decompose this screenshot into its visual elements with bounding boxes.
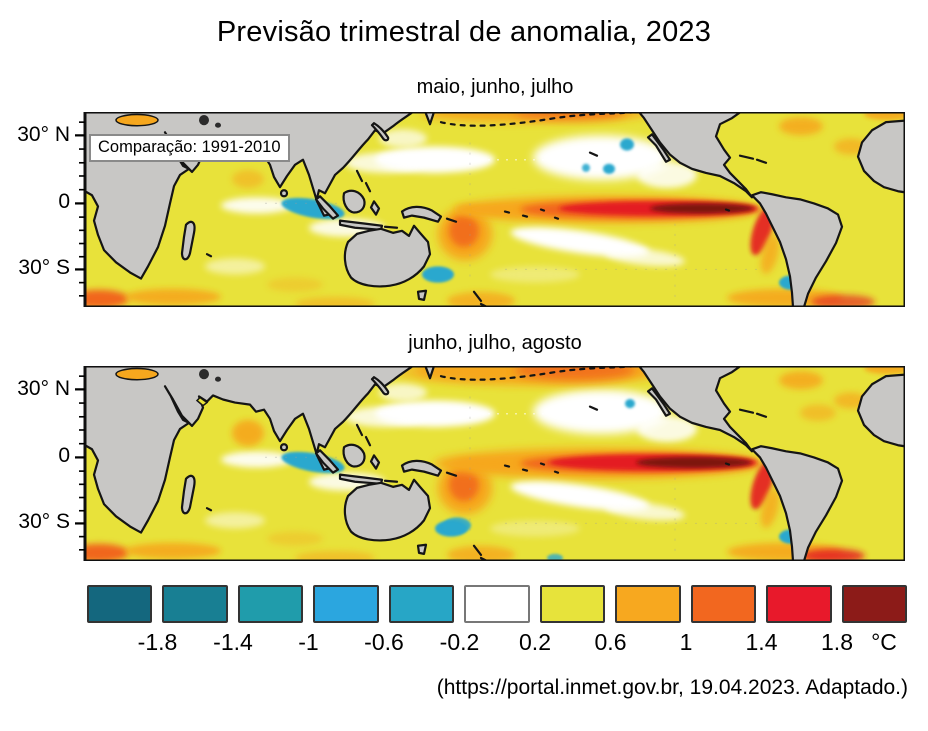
- legend-boundary-label: -1.4: [213, 629, 253, 655]
- panel-title-jja: junho, julho, agosto: [408, 332, 582, 354]
- legend-swatch: [388, 585, 455, 623]
- lat-tick-label: 30° N: [17, 377, 70, 400]
- map-panel-jja: 30° N 0 30° S: [0, 364, 928, 566]
- legend-swatch: [162, 585, 228, 623]
- legend-boundary-label: 0.6: [594, 629, 627, 655]
- panel-title-mjj: maio, junho, julho: [416, 76, 574, 98]
- legend-boundary-label: -1: [298, 629, 319, 655]
- legend-swatch: [615, 585, 681, 623]
- legend-boundary-label: 1.4: [745, 629, 778, 655]
- lat-tick-label: 0: [58, 444, 70, 467]
- legend-swatches: [87, 585, 907, 623]
- legend-swatch: [539, 585, 606, 623]
- legend-swatch: [237, 585, 304, 623]
- legend-swatch: [313, 585, 379, 623]
- world-map-jja: [73, 364, 907, 563]
- lat-tick-label: 30° S: [18, 510, 70, 533]
- legend-labels: °C -1.8 -1.4 -1 -0.6 -0.2 0.2 0.6 1 1.4 1.8: [87, 629, 927, 659]
- source-note: (https://portal.inmet.gov.br, 19.04.2023…: [436, 676, 908, 699]
- legend-boundary-label: -1.8: [137, 629, 178, 655]
- legend-boundary-label: -0.6: [364, 629, 404, 655]
- legend-boundary-label: 0.2: [519, 629, 551, 655]
- legend-swatch: [690, 585, 757, 623]
- comparison-note: Comparação: 1991-2010: [89, 134, 290, 162]
- lat-tick-label: 30° N: [17, 123, 70, 146]
- figure-title: Previsão trimestral de anomalia, 2023: [216, 16, 712, 48]
- legend-boundary-label: 1: [679, 629, 693, 655]
- legend-boundary-label: 1.8: [821, 629, 853, 655]
- lat-tick-label: 30° S: [18, 256, 70, 279]
- legend-swatch: [766, 585, 832, 623]
- legend-unit-label: °C: [871, 629, 897, 655]
- legend-boundary-label: -0.2: [439, 629, 480, 655]
- legend-swatch: [87, 585, 153, 623]
- map-panel-mjj: Comparação: 1991-2010 30° N 0 30° S: [0, 110, 928, 312]
- legend-swatch: [464, 585, 530, 623]
- legend-swatch: [841, 585, 907, 623]
- lat-tick-label: 0: [58, 190, 70, 213]
